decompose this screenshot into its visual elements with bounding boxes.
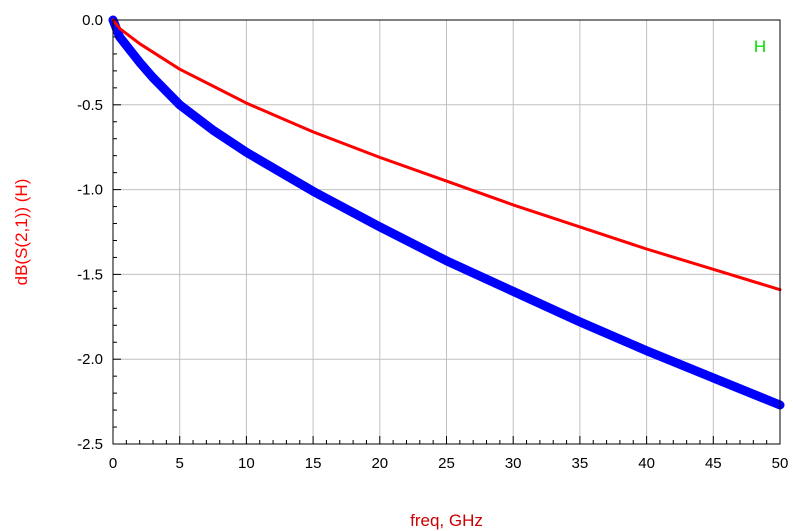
x-tick-label: 25 <box>438 455 455 472</box>
y-tick-label: -2.5 <box>77 436 103 453</box>
y-tick-label: -1.5 <box>77 266 103 283</box>
legend-label: H <box>754 37 766 56</box>
y-tick-label: 0.0 <box>82 12 103 29</box>
y-axis-title: dB(S(2,1)) (H) <box>12 179 31 286</box>
x-tick-label: 35 <box>572 455 589 472</box>
x-tick-label: 40 <box>638 455 655 472</box>
y-tick-label: -0.5 <box>77 97 103 114</box>
x-axis-title: freq, GHz <box>410 511 483 530</box>
x-tick-label: 15 <box>305 455 322 472</box>
x-tick-label: 50 <box>772 455 789 472</box>
x-tick-label: 0 <box>109 455 117 472</box>
grid <box>113 20 780 444</box>
x-tick-label: 5 <box>176 455 184 472</box>
x-tick-label: 45 <box>705 455 722 472</box>
tick-labels: 0 5 10 15 20 25 30 35 40 45 50 0.0 -0.5 -1.0 -1.5 -2.0 -… <box>77 12 788 472</box>
x-tick-label: 20 <box>371 455 388 472</box>
x-tick-label: 30 <box>505 455 522 472</box>
y-tick-label: -2.0 <box>77 351 103 368</box>
x-tick-label: 10 <box>238 455 255 472</box>
y-tick-label: -1.0 <box>77 182 103 199</box>
